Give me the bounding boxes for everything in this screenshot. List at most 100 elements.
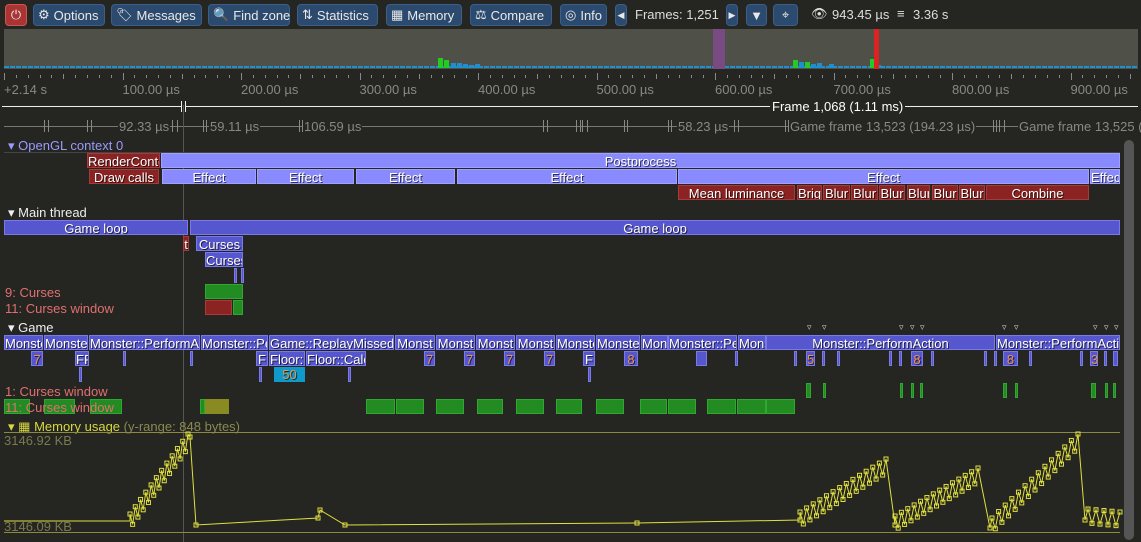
- memory-point[interactable]: [342, 522, 348, 528]
- memory-point[interactable]: [1019, 500, 1025, 506]
- memory-point[interactable]: [989, 515, 995, 521]
- zone[interactable]: [205, 300, 232, 315]
- zone[interactable]: [44, 399, 75, 414]
- memory-point[interactable]: [847, 492, 853, 498]
- frame-bar[interactable]: [713, 29, 725, 69]
- zone[interactable]: [588, 367, 591, 382]
- memory-point[interactable]: [810, 501, 816, 507]
- frame-bar[interactable]: [364, 66, 369, 68]
- memory-point[interactable]: [1052, 468, 1058, 474]
- memory-point[interactable]: [1009, 496, 1015, 502]
- frame-bar[interactable]: [1036, 66, 1041, 68]
- memory-point[interactable]: [177, 456, 183, 462]
- memory-point[interactable]: [317, 507, 323, 513]
- memory-point[interactable]: [837, 485, 843, 491]
- zone[interactable]: Blur: [932, 185, 958, 200]
- frame-bar[interactable]: [430, 66, 435, 68]
- zone[interactable]: Monst: [476, 335, 515, 350]
- zone[interactable]: [90, 399, 122, 414]
- frame-bar[interactable]: [811, 64, 816, 68]
- frame-bar[interactable]: [829, 64, 834, 68]
- memory-point[interactable]: [634, 520, 640, 526]
- memory-point[interactable]: [866, 480, 872, 486]
- memory-point[interactable]: [315, 515, 321, 521]
- zone[interactable]: Monste: [556, 335, 595, 350]
- memory-point[interactable]: [143, 489, 149, 495]
- memory-point[interactable]: [873, 476, 879, 482]
- memory-point[interactable]: [148, 482, 154, 488]
- frame-bar[interactable]: [4, 66, 9, 68]
- frame-bar[interactable]: [82, 66, 87, 68]
- memory-point[interactable]: [1058, 461, 1064, 467]
- memory-point[interactable]: [169, 453, 175, 459]
- frame-bar[interactable]: [532, 66, 537, 68]
- frame-bar[interactable]: [64, 66, 69, 68]
- zone[interactable]: Effect: [356, 169, 455, 184]
- zone[interactable]: [1091, 383, 1096, 398]
- frame-bar[interactable]: [1126, 66, 1131, 68]
- memory-point[interactable]: [1035, 470, 1041, 476]
- zone[interactable]: Mean luminance: [678, 185, 795, 200]
- memory-point[interactable]: [1015, 489, 1021, 495]
- frame-bar[interactable]: [856, 66, 861, 68]
- marker-triangle-icon[interactable]: ▿: [1104, 322, 1109, 332]
- memory-point[interactable]: [1068, 437, 1074, 443]
- frame-bar[interactable]: [22, 66, 27, 68]
- frame-bar[interactable]: [142, 66, 147, 68]
- frame-bar[interactable]: [874, 29, 879, 69]
- frame-bar[interactable]: [538, 66, 543, 68]
- memory-point[interactable]: [130, 521, 136, 527]
- frame-bar[interactable]: [490, 66, 495, 68]
- zone[interactable]: [190, 351, 193, 366]
- memory-point[interactable]: [827, 505, 833, 511]
- frame-bar[interactable]: [784, 66, 789, 68]
- memory-plot-header[interactable]: ▾ ▦ Memory usage (y-range: 848 bytes): [8, 419, 241, 434]
- frame-bar[interactable]: [457, 63, 462, 68]
- frame-bar[interactable]: [451, 63, 456, 68]
- frame-bar[interactable]: [52, 66, 57, 68]
- zone[interactable]: [931, 351, 934, 366]
- zone[interactable]: Monster::PerformAction: [766, 335, 995, 350]
- zone[interactable]: Blur: [879, 185, 905, 200]
- memory-button[interactable]: ▦ Memory: [386, 4, 462, 26]
- frame-bar[interactable]: [982, 66, 987, 68]
- power-button[interactable]: ⏻: [5, 4, 27, 26]
- opengl-context-header[interactable]: ▾ OpenGL context 0: [8, 138, 124, 153]
- marker-triangle-icon[interactable]: ▿: [920, 322, 925, 332]
- frame-bar[interactable]: [640, 66, 645, 68]
- zone[interactable]: Curses: [196, 236, 243, 251]
- frame-bar[interactable]: [544, 66, 549, 68]
- memory-point[interactable]: [921, 510, 927, 516]
- frame-bar[interactable]: [424, 66, 429, 68]
- frame-bar[interactable]: [1084, 66, 1089, 68]
- marker-triangle-icon[interactable]: ▿: [1014, 322, 1019, 332]
- memory-point[interactable]: [840, 497, 846, 502]
- zone[interactable]: Postprocess: [161, 153, 1120, 168]
- frame-bar[interactable]: [340, 66, 345, 68]
- frame-bar[interactable]: [670, 66, 675, 68]
- zone[interactable]: [1113, 383, 1116, 398]
- memory-point[interactable]: [930, 491, 936, 497]
- memory-point[interactable]: [1101, 508, 1107, 513]
- zone[interactable]: Floor::: [269, 351, 305, 366]
- memory-point[interactable]: [927, 507, 933, 513]
- frame-bar[interactable]: [766, 66, 771, 68]
- zone[interactable]: [994, 351, 997, 366]
- game-frame-label[interactable]: 58.23 µs: [677, 119, 730, 134]
- frame-bar[interactable]: [817, 63, 822, 68]
- frame-bar[interactable]: [892, 66, 897, 68]
- memory-point[interactable]: [1039, 481, 1045, 487]
- frame-bar[interactable]: [904, 66, 909, 68]
- frame-bar[interactable]: [100, 66, 105, 68]
- memory-point[interactable]: [127, 511, 133, 517]
- memory-point[interactable]: [156, 485, 162, 491]
- marker-triangle-icon[interactable]: ▿: [1114, 322, 1119, 332]
- memory-point[interactable]: [880, 472, 886, 478]
- memory-point[interactable]: [918, 498, 924, 504]
- zone[interactable]: RenderConte: [87, 153, 160, 168]
- frame-bar[interactable]: [922, 66, 927, 68]
- frame-bar[interactable]: [790, 66, 795, 68]
- frame-bar[interactable]: [58, 66, 63, 68]
- zone[interactable]: [200, 399, 205, 414]
- memory-point[interactable]: [870, 464, 876, 470]
